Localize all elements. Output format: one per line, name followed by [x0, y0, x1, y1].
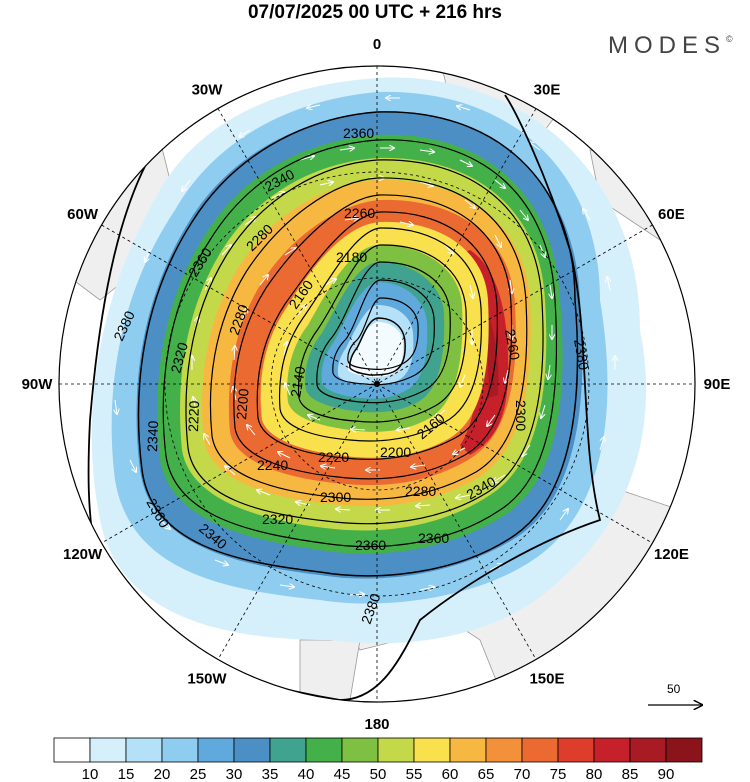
contour-label: 2200: [233, 388, 252, 421]
contour-label: 2360: [343, 125, 374, 141]
shade-90: [475, 300, 499, 398]
contour-label: 2180: [336, 249, 367, 265]
longitude-labels: 0 30E 60E 90E 120E 150E 180 150W 120W 90W 60W 30W: [22, 36, 731, 733]
contour-label: 2340: [144, 420, 161, 452]
colorbar-swatch: [341, 737, 379, 763]
contour-label: 2220: [185, 400, 202, 432]
colorbar-tick-label: 35: [262, 766, 279, 782]
longitude-label: 150W: [187, 670, 227, 687]
contour-2360: [137, 111, 579, 577]
colorbar-tick-label: 40: [298, 766, 315, 782]
contour-2300: [209, 177, 528, 500]
wind-speed-shading: [91, 77, 647, 644]
colorbar-swatch: [521, 737, 559, 763]
height-contours: [87, 94, 602, 701]
contour-label: 2320: [167, 340, 191, 374]
contour-2140: [349, 317, 406, 376]
contour-label: 2300: [320, 489, 351, 505]
contour-label: 2360: [418, 530, 449, 546]
colorbar-swatch: [485, 737, 523, 763]
contour-2260: [256, 211, 498, 460]
contour-2160: [347, 297, 419, 370]
contour-label: 2240: [257, 457, 288, 473]
colorbar-swatch: [449, 737, 487, 763]
colorbar-swatch: [89, 737, 127, 763]
colorbar-swatch: [665, 737, 703, 763]
colorbar-swatch: [413, 737, 451, 763]
contour-2320: [185, 159, 544, 525]
colorbar-tick-label: 30: [226, 766, 243, 782]
longitude-label: 120E: [654, 546, 689, 563]
reference-vector: 50: [648, 682, 702, 705]
contour-2220: [297, 244, 467, 423]
colorbar-tick-label: 80: [586, 766, 603, 782]
longitude-label: 90E: [704, 376, 731, 393]
contour-label: 2200: [380, 444, 411, 460]
longitude-label: 90W: [22, 376, 54, 393]
map-title: 07/07/2025 00 UTC + 216 hrs: [247, 2, 503, 23]
contour-label: 2360: [355, 537, 386, 553]
contour-label: 2260: [502, 328, 523, 362]
colorbar-swatch: [197, 737, 235, 763]
colorbar-ticks: 10 15 20 25 30 35 40 45 50 55 60 65 70 75 80 85 90: [82, 766, 675, 782]
colorbar-tick-label: 20: [154, 766, 171, 782]
shade-core: [348, 322, 404, 377]
contour-label: 2280: [405, 483, 436, 499]
contour-label: 2220: [318, 449, 349, 465]
colorbar-tick-label: 60: [442, 766, 459, 782]
colorbar-swatches: [53, 737, 703, 763]
colorbar-tick-label: 55: [406, 766, 423, 782]
colorbar-tick-label: 45: [334, 766, 351, 782]
contour-label: 2300: [513, 400, 529, 431]
contour-2240: [278, 227, 483, 442]
contour-label: 2380: [571, 338, 592, 372]
contour-label: 2140: [287, 365, 308, 399]
colorbar-swatch: [377, 737, 415, 763]
colorbar-swatch: [53, 737, 91, 763]
colorbar-swatch: [233, 737, 271, 763]
colorbar-swatch: [269, 737, 307, 763]
wind-vectors: [115, 98, 615, 595]
colorbar-tick-label: 85: [622, 766, 639, 782]
colorbar-swatch: [161, 737, 199, 763]
colorbar-tick-label: 15: [118, 766, 135, 782]
longitude-label: 150E: [529, 670, 564, 687]
brand-logo: MODES©: [608, 32, 733, 59]
reference-vector-label: 50: [667, 682, 681, 696]
colorbar-swatch: [305, 737, 343, 763]
colorbar-tick-label: 10: [82, 766, 99, 782]
map-border: [58, 65, 696, 703]
colorbar-tick-label: 70: [514, 766, 531, 782]
contour-2340: [162, 139, 558, 548]
colorbar-tick-label: 25: [190, 766, 207, 782]
contour-label: 2320: [262, 511, 293, 527]
colorbar-swatch: [125, 737, 163, 763]
colorbar-swatch: [593, 737, 631, 763]
colorbar-tick-label: 65: [478, 766, 495, 782]
contour-2380: [87, 94, 602, 701]
longitude-label: 30E: [534, 82, 561, 99]
pole-marker: [374, 381, 380, 387]
colorbar-swatch: [557, 737, 595, 763]
colorbar-tick-label: 90: [658, 766, 675, 782]
longitude-label: 180: [364, 716, 389, 733]
colorbar-tick-label: 50: [370, 766, 387, 782]
colorbar-tick-label: 75: [550, 766, 567, 782]
longitude-label: 60E: [658, 206, 685, 223]
longitude-label: 120W: [63, 546, 103, 563]
contour-2280: [233, 194, 513, 480]
contour-2200: [316, 261, 451, 404]
longitude-label: 0: [373, 36, 381, 53]
colorbar-swatch: [629, 737, 667, 763]
colorbar: 10 15 20 25 30 35 40 45 50 55 60 65 70 75 80 85 90: [53, 737, 703, 782]
longitude-label: 30W: [192, 82, 224, 99]
contour-label: 2260: [344, 205, 375, 221]
longitude-label: 60W: [67, 206, 99, 223]
